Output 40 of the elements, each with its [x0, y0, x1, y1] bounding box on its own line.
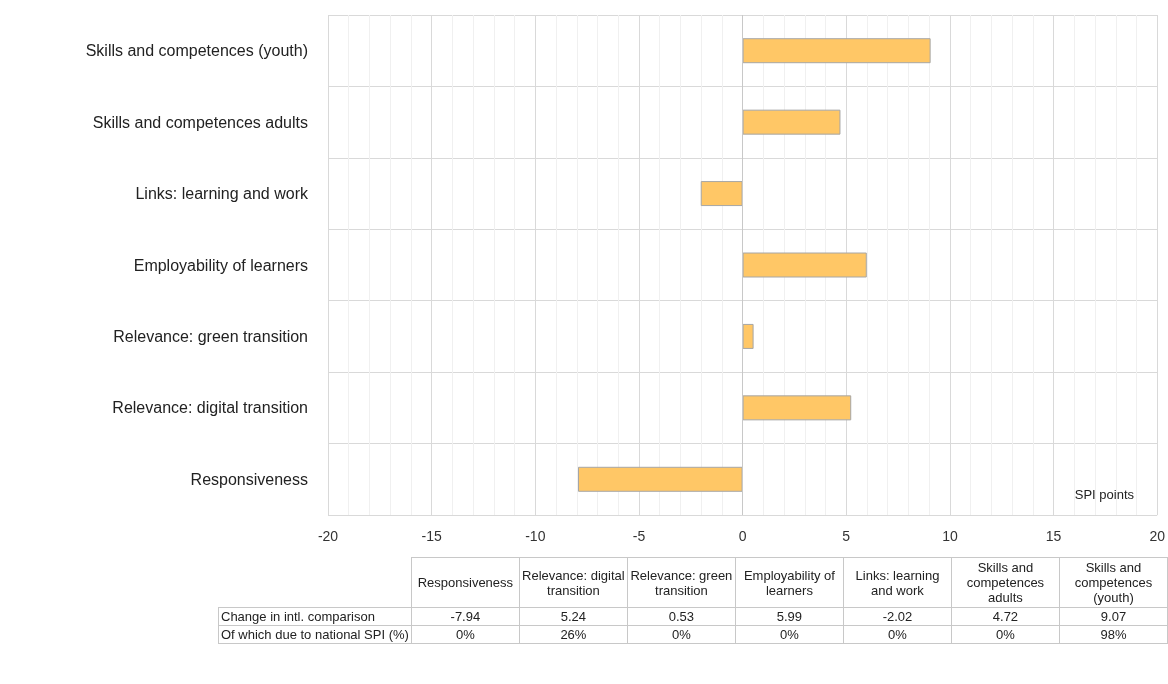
text: Change in intl. comparison — [218, 607, 412, 626]
category-label: Relevance: green transition — [630, 567, 733, 598]
text: 98% — [1059, 625, 1168, 644]
text: 4.72 — [951, 607, 1060, 626]
category-label: Skills and competences adults — [966, 560, 1045, 605]
x-tick-label: -15 — [421, 528, 442, 544]
text: -2.02 — [843, 607, 952, 626]
y-tick-label: Relevance: green transition — [113, 327, 308, 345]
text: Of which due to national SPI (%) — [218, 625, 412, 644]
text: 9.07 — [1059, 607, 1168, 626]
text: 0% — [843, 625, 952, 644]
text: 0.53 — [627, 607, 736, 626]
category-label: Employability of learners — [743, 567, 835, 598]
category-label: Relevance: digital transition — [522, 567, 625, 598]
x-tick-label: 15 — [1045, 528, 1062, 544]
y-tick-label: Skills and competences (youth) — [85, 42, 308, 60]
category-label: Links: learning and work — [855, 567, 940, 598]
y-tick-label: Skills and competences adults — [92, 113, 308, 131]
x-tick-label: 20 — [1149, 528, 1166, 544]
x-axis-title: SPI points — [1074, 487, 1135, 502]
text: 0% — [735, 625, 844, 644]
text: 5.99 — [735, 607, 844, 626]
x-tick-label: 0 — [738, 528, 747, 544]
text: 0% — [951, 625, 1060, 644]
y-tick-label: Employability of learners — [133, 256, 308, 274]
text: -7.94 — [411, 607, 520, 626]
x-tick-label: -5 — [632, 528, 646, 544]
x-tick-label: -10 — [525, 528, 546, 544]
y-tick-label: Responsiveness — [190, 470, 308, 488]
text: 0% — [411, 625, 520, 644]
text: 26% — [519, 625, 628, 644]
y-tick-label: Links: learning and work — [135, 185, 309, 203]
category-label: Skills and competences (youth) — [1074, 560, 1153, 605]
text: 5.24 — [519, 607, 628, 626]
y-tick-label: Relevance: digital transition — [112, 399, 308, 417]
text: 0% — [627, 625, 736, 644]
x-tick-label: 10 — [942, 528, 958, 544]
x-tick-label: 5 — [842, 528, 851, 544]
category-label: Responsiveness — [417, 575, 514, 590]
x-tick-label: -20 — [317, 528, 339, 544]
